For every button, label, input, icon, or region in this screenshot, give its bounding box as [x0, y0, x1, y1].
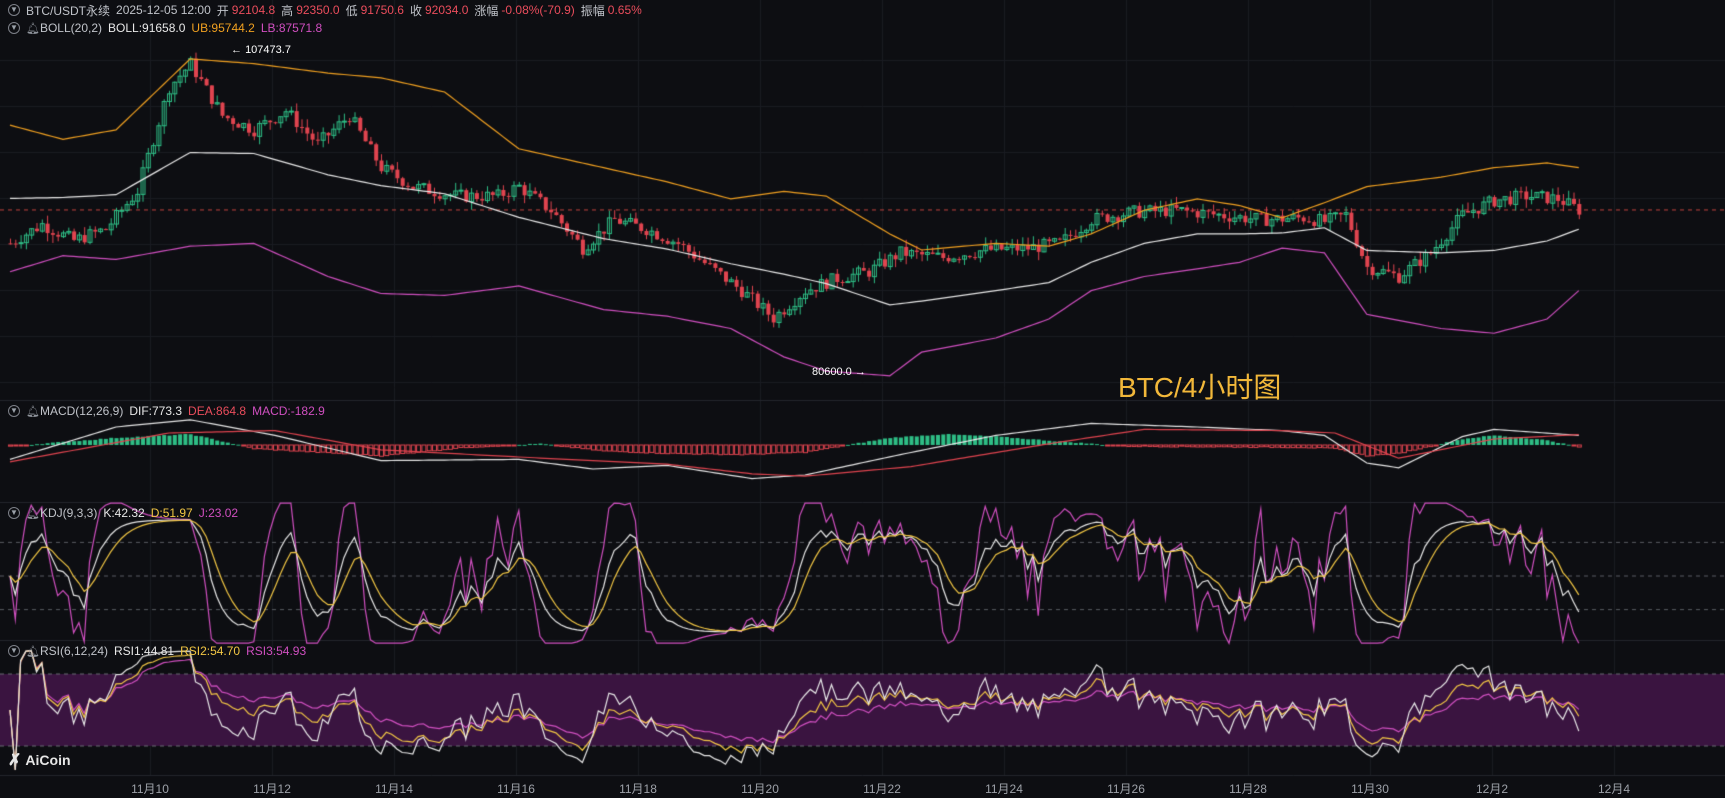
collapse-icon[interactable]: ▼: [8, 4, 20, 16]
close-value: 92034.0: [425, 3, 469, 17]
high-label: 高: [281, 3, 294, 18]
low-annotation-value: 80600.0: [812, 366, 852, 378]
boll-label[interactable]: BOLL(20,2): [39, 21, 103, 35]
x-axis-label: 12月2: [1475, 782, 1509, 796]
boll-lb-value: LB:87571.8: [260, 21, 323, 35]
x-axis-label: 11月24: [985, 782, 1023, 796]
rsi3-value: RSI3:54.93: [246, 644, 307, 658]
logo-icon: ✗: [8, 752, 22, 769]
x-axis-label: 11月10: [131, 782, 169, 796]
open-label: 开: [216, 3, 229, 18]
x-axis-label: 11月26: [1107, 782, 1145, 796]
close-label: 收: [409, 3, 422, 18]
collapse-icon[interactable]: ▼: [8, 507, 20, 519]
macd-hist-value: MACD:-182.9: [252, 404, 325, 418]
collapse-icon[interactable]: ▼: [8, 645, 20, 657]
open-value: 92104.8: [231, 3, 276, 17]
bell-icon[interactable]: 🔔︎: [26, 507, 40, 520]
x-axis-label: 11月30: [1351, 782, 1389, 796]
bell-icon[interactable]: 🔔︎: [26, 405, 40, 418]
boll-legend: ▼ 🔔︎ BOLL(20,2) BOLL:91658.0 UB:95744.2 …: [8, 20, 322, 36]
macd-dea-value: DEA:864.8: [188, 404, 247, 418]
high-annotation-value: 107473.7: [245, 44, 291, 56]
x-axis-label: 11月12: [253, 782, 291, 796]
x-axis-label: 11月18: [619, 782, 657, 796]
low-value: 91750.6: [360, 3, 404, 17]
high-annotation: ← 107473.7: [231, 44, 291, 56]
low-label: 低: [345, 3, 358, 18]
amplitude-label: 振幅: [580, 3, 605, 18]
ohlc-header: ▼ BTC/USDT永续 2025-12-05 12:00 开 92104.8 高…: [8, 2, 642, 18]
boll-mid-value: BOLL:91658.0: [108, 21, 186, 35]
macd-dif-value: DIF:773.3: [129, 404, 183, 418]
rsi-label[interactable]: RSI(6,12,24): [39, 644, 109, 658]
rsi-legend: ▼ 🔔︎ RSI(6,12,24) RSI1:44.81 RSI2:54.70 …: [8, 643, 306, 659]
kdj-k-value: K:42.32: [103, 506, 145, 520]
macd-label[interactable]: MACD(12,26,9): [39, 404, 124, 418]
change-value: -0.08%(-70.9): [501, 3, 575, 17]
x-axis-label: 11月22: [863, 782, 901, 796]
kdj-legend: ▼ 🔔︎ KDJ(9,3,3) K:42.32 D:51.97 J:23.02: [8, 505, 238, 521]
x-axis-label: 11月20: [741, 782, 779, 796]
datetime-label: 2025-12-05 12:00: [116, 3, 211, 17]
symbol-label[interactable]: BTC/USDT永续: [26, 3, 111, 18]
x-axis-label: 12月4: [1597, 782, 1631, 796]
kdj-j-value: J:23.02: [198, 506, 239, 520]
collapse-icon[interactable]: ▼: [8, 22, 20, 34]
boll-ub-value: UB:95744.2: [191, 21, 255, 35]
rsi2-value: RSI2:54.70: [180, 644, 241, 658]
macd-legend: ▼ 🔔︎ MACD(12,26,9) DIF:773.3 DEA:864.8 M…: [8, 403, 325, 419]
kdj-d-value: D:51.97: [150, 506, 193, 520]
change-label: 涨幅: [474, 3, 499, 18]
x-axis-label: 11月16: [497, 782, 535, 796]
low-annotation: 80600.0 →: [812, 366, 866, 378]
logo-text: AiCoin: [25, 752, 71, 768]
aicoin-logo: ✗ AiCoin: [8, 750, 71, 770]
rsi1-value: RSI1:44.81: [114, 644, 175, 658]
high-value: 92350.0: [296, 3, 340, 17]
bell-icon[interactable]: 🔔︎: [26, 22, 40, 35]
x-axis-label: 11月28: [1229, 782, 1267, 796]
collapse-icon[interactable]: ▼: [8, 405, 20, 417]
watermark-text: BTC/4小时图: [1118, 372, 1282, 403]
bell-icon[interactable]: 🔔︎: [26, 645, 40, 658]
kdj-label[interactable]: KDJ(9,3,3): [39, 506, 98, 520]
x-axis-label: 11月14: [375, 782, 413, 796]
amplitude-value: 0.65%: [607, 3, 642, 17]
